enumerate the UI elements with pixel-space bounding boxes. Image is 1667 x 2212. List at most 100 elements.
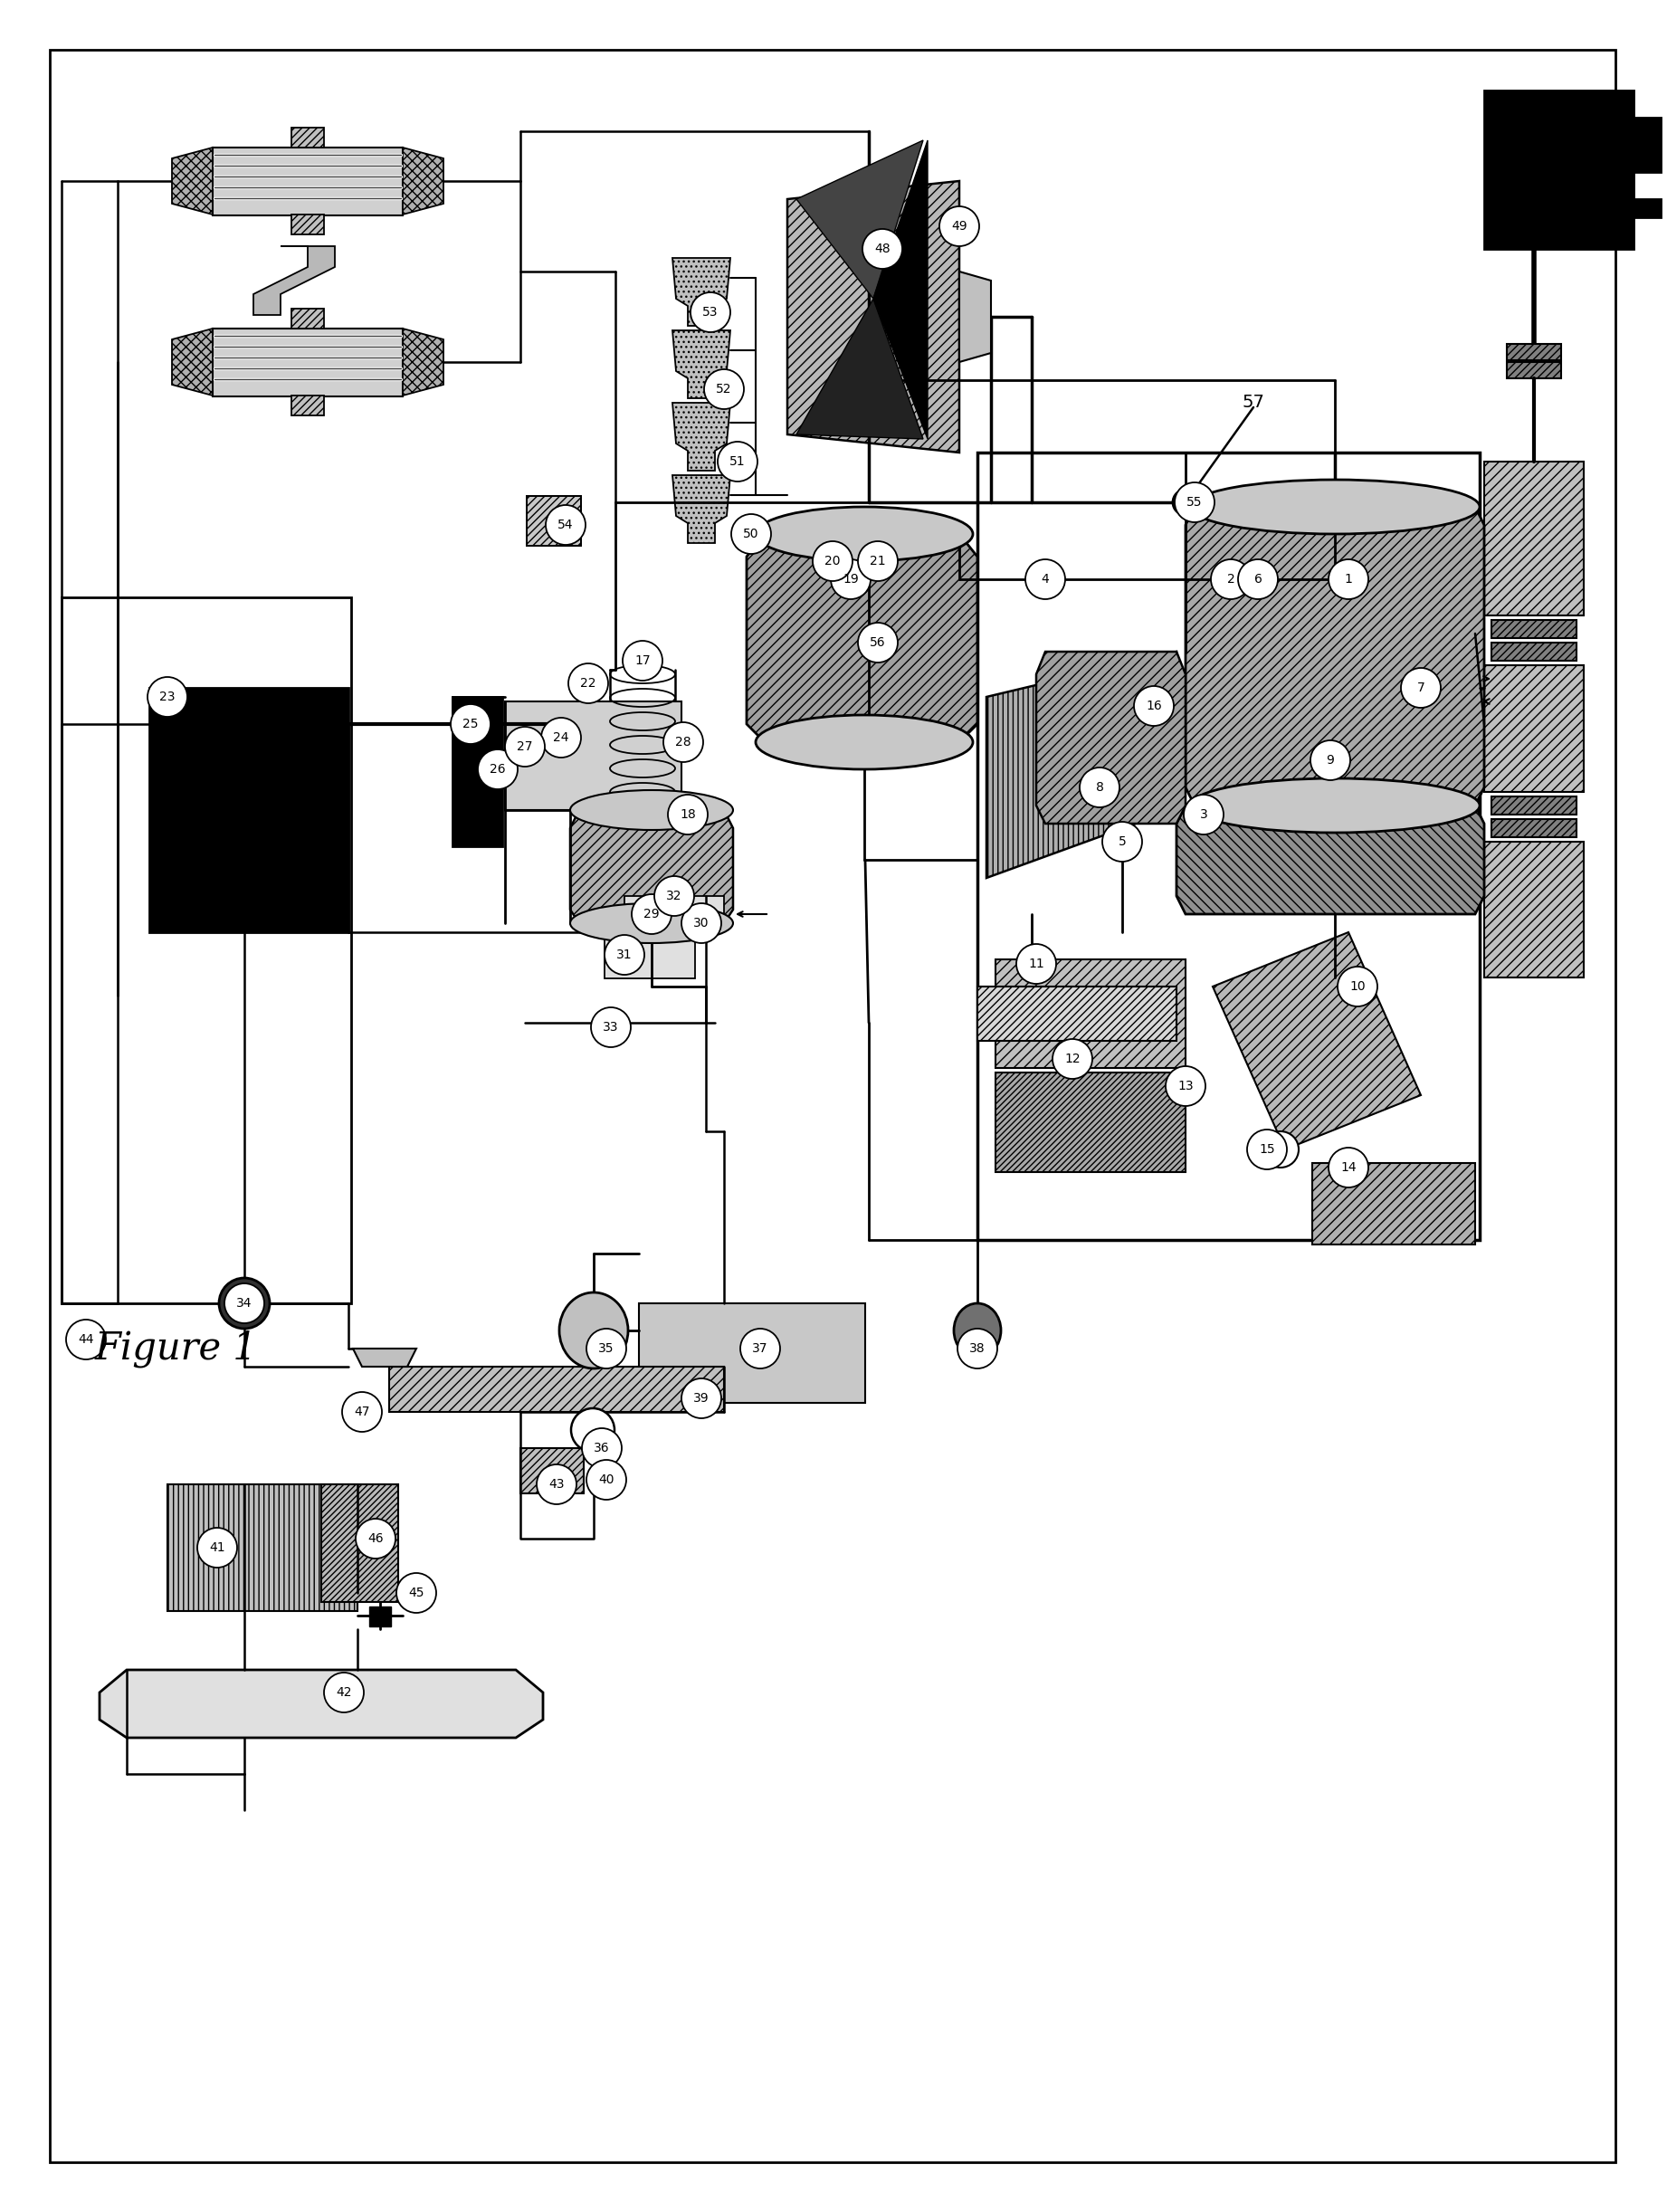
Text: 47: 47 (353, 1405, 370, 1418)
Circle shape (342, 1391, 382, 1431)
Text: 34: 34 (237, 1296, 252, 1310)
Ellipse shape (1174, 489, 1199, 515)
Circle shape (1134, 686, 1174, 726)
Polygon shape (403, 148, 443, 215)
Circle shape (355, 1520, 395, 1559)
Bar (977, 987, 1177, 1042)
Circle shape (940, 206, 979, 246)
Text: 3: 3 (1200, 807, 1207, 821)
Bar (1507, 363, 1560, 378)
Circle shape (1400, 668, 1440, 708)
Polygon shape (797, 299, 924, 438)
Bar (62, 597, 352, 1303)
Bar (292, 215, 323, 234)
Circle shape (592, 1006, 630, 1046)
Text: 28: 28 (675, 737, 692, 748)
Polygon shape (672, 259, 730, 325)
Circle shape (397, 1573, 437, 1613)
Text: Figure 1: Figure 1 (95, 1329, 258, 1367)
Circle shape (225, 1283, 265, 1323)
Text: 52: 52 (717, 383, 732, 396)
Bar (167, 1484, 357, 1610)
Ellipse shape (572, 1409, 615, 1451)
Text: 19: 19 (842, 573, 859, 586)
Bar (388, 1367, 723, 1411)
Polygon shape (874, 139, 927, 438)
Circle shape (1210, 560, 1250, 599)
Text: 53: 53 (702, 305, 718, 319)
Text: 1: 1 (1344, 573, 1352, 586)
Bar (1484, 91, 1634, 250)
Polygon shape (672, 330, 730, 398)
Text: 18: 18 (680, 807, 695, 821)
Text: 30: 30 (693, 916, 708, 929)
Bar (527, 495, 582, 546)
Circle shape (1310, 741, 1350, 781)
Bar (1492, 818, 1577, 836)
Text: 51: 51 (730, 456, 745, 469)
Text: 48: 48 (875, 243, 890, 254)
Circle shape (862, 230, 902, 270)
Circle shape (859, 542, 899, 582)
Ellipse shape (1190, 480, 1480, 533)
Text: 4: 4 (1042, 573, 1049, 586)
Ellipse shape (1027, 562, 1064, 597)
Bar (1492, 644, 1577, 661)
Circle shape (1329, 560, 1369, 599)
Polygon shape (959, 272, 990, 363)
Bar (527, 495, 582, 546)
Text: 7: 7 (1417, 681, 1425, 695)
Circle shape (587, 1329, 627, 1369)
Text: 24: 24 (553, 732, 568, 743)
Polygon shape (787, 181, 959, 453)
Text: 38: 38 (970, 1343, 985, 1356)
Circle shape (830, 560, 870, 599)
Text: 57: 57 (1242, 394, 1265, 411)
Polygon shape (797, 139, 924, 299)
Circle shape (1239, 560, 1279, 599)
Circle shape (197, 1528, 237, 1568)
Ellipse shape (218, 1279, 270, 1329)
Circle shape (147, 677, 187, 717)
Ellipse shape (570, 790, 733, 830)
Bar (995, 1073, 1185, 1172)
Bar (995, 960, 1185, 1068)
Polygon shape (1212, 931, 1420, 1150)
Text: 45: 45 (408, 1586, 423, 1599)
Circle shape (545, 504, 585, 544)
Text: 20: 20 (825, 555, 840, 568)
Bar (213, 148, 403, 215)
Text: 22: 22 (580, 677, 597, 690)
Circle shape (323, 1672, 363, 1712)
Circle shape (478, 750, 518, 790)
Circle shape (663, 723, 703, 763)
Text: 9: 9 (1327, 754, 1334, 768)
Text: 43: 43 (548, 1478, 565, 1491)
Bar (213, 330, 403, 396)
Circle shape (450, 703, 490, 743)
Bar (1484, 462, 1584, 615)
Text: 35: 35 (598, 1343, 613, 1356)
Text: 6: 6 (1254, 573, 1262, 586)
Polygon shape (172, 330, 213, 396)
Ellipse shape (1262, 1130, 1299, 1168)
Polygon shape (403, 330, 443, 396)
Bar (368, 1606, 392, 1626)
Ellipse shape (560, 1292, 628, 1369)
Polygon shape (672, 476, 730, 542)
Circle shape (1017, 945, 1057, 984)
Circle shape (587, 1460, 627, 1500)
Circle shape (623, 641, 662, 681)
Circle shape (1184, 794, 1224, 834)
Text: 46: 46 (368, 1533, 383, 1544)
Bar (605, 936, 695, 978)
Polygon shape (672, 403, 730, 471)
Bar (625, 896, 670, 931)
Text: 8: 8 (1095, 781, 1104, 794)
Text: 16: 16 (1145, 699, 1162, 712)
Ellipse shape (755, 507, 974, 562)
Bar (1312, 1164, 1475, 1245)
Text: 55: 55 (1187, 495, 1202, 509)
Text: 33: 33 (603, 1022, 618, 1033)
Polygon shape (353, 1349, 417, 1367)
